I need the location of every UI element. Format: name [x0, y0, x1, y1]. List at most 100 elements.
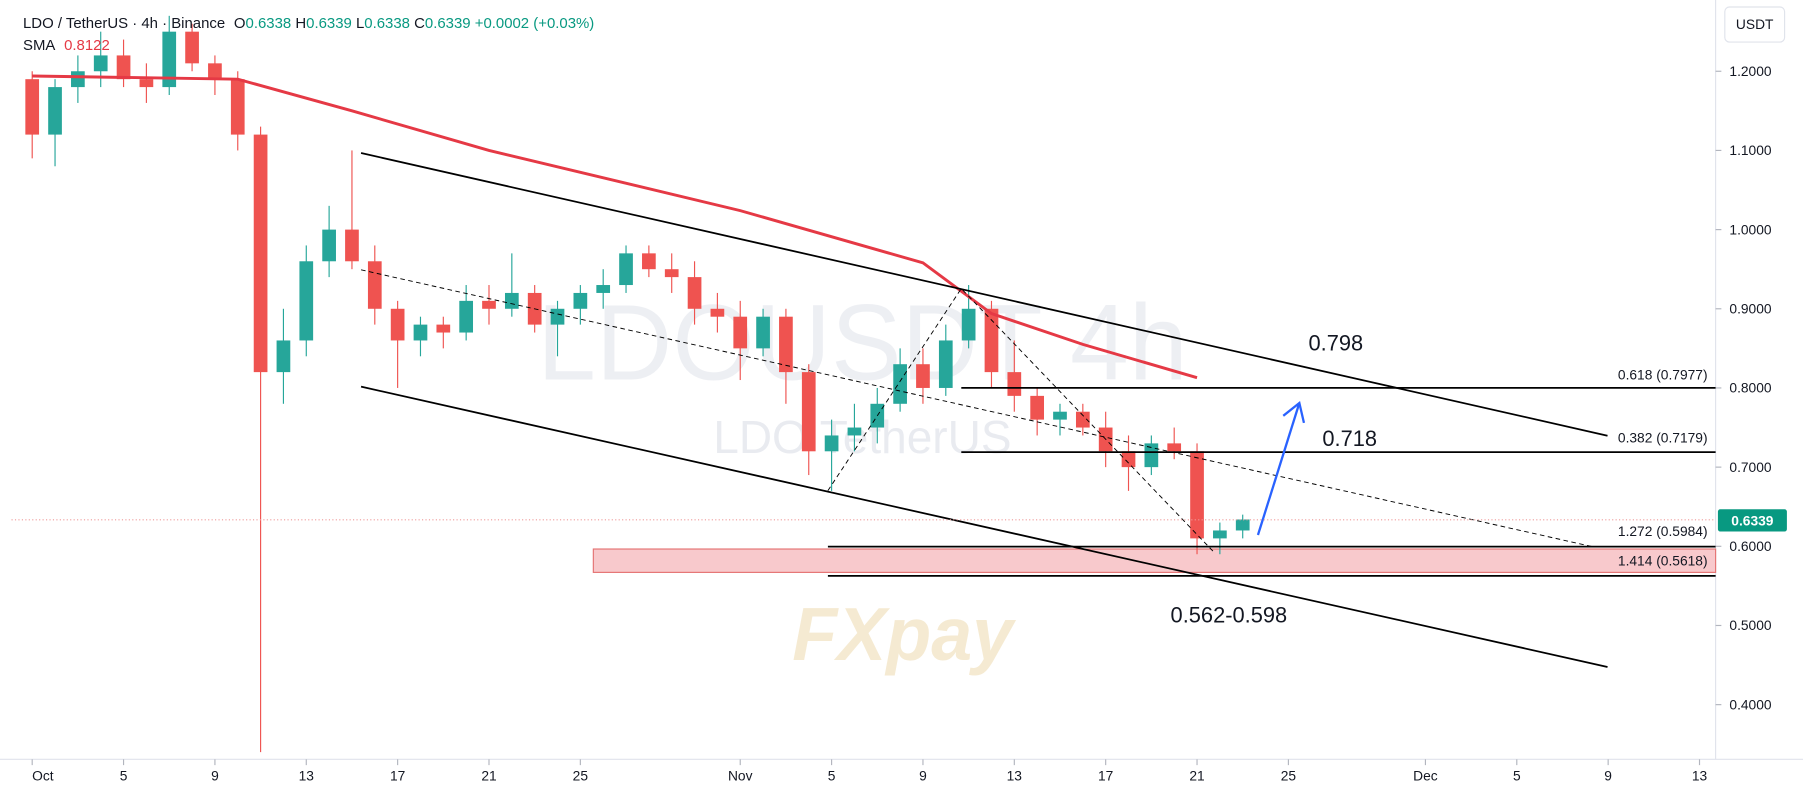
candle-body [367, 261, 382, 309]
target-label: 0.798 [1309, 330, 1364, 355]
x-tick-label: 21 [1189, 767, 1205, 783]
sma-line [32, 74, 1198, 380]
channel-mid [360, 269, 1593, 548]
x-tick-label: Nov [728, 767, 753, 783]
y-tick-label: 0.7000 [1729, 459, 1771, 475]
arrow-shaft [1256, 402, 1301, 536]
y-tick-label: 1.0000 [1729, 221, 1771, 237]
x-tick-label: 13 [299, 767, 315, 783]
candle-body [390, 308, 405, 341]
candle-body [116, 55, 131, 80]
currency-box[interactable] [1724, 6, 1786, 43]
candle-body [1167, 443, 1182, 452]
candle-body [253, 134, 268, 373]
candle-body [779, 316, 793, 373]
watermark-name: LDO TetherUS [713, 411, 1011, 463]
support-zone [592, 548, 1717, 573]
channel-lower [360, 385, 1608, 668]
candle-body [504, 292, 519, 309]
ohlc-key: H [295, 15, 306, 32]
x-tick-label: 25 [1281, 767, 1297, 783]
y-tick-label: 0.9000 [1729, 300, 1771, 316]
x-tick-label: 13 [1007, 767, 1023, 783]
sma-legend: SMA 0.8122 [23, 37, 110, 54]
x-tick-label: 17 [390, 767, 406, 783]
ohlc-key: L [356, 15, 364, 32]
target-label: 0.718 [1322, 426, 1377, 451]
symbol: LDO / TetherUS · 4h · Binance [23, 15, 225, 32]
candle-body [710, 308, 725, 317]
candle-body [1121, 451, 1136, 468]
candle-body [961, 308, 976, 341]
candle-body [93, 55, 108, 72]
projection-arrow [1256, 400, 1306, 536]
x-tick-label: 5 [1513, 767, 1521, 783]
last-price-tag [1717, 509, 1787, 532]
ohlc-value: 0.6338 [364, 15, 410, 32]
x-tick-label: 21 [481, 767, 497, 783]
zone-label: 0.562-0.598 [1171, 602, 1288, 627]
candle-body [482, 300, 496, 309]
candle-body [938, 340, 953, 388]
x-tick-label: 13 [1692, 767, 1708, 783]
y-tick-label: 1.1000 [1729, 142, 1771, 158]
candle-body [1190, 451, 1204, 539]
drawings [360, 152, 1716, 668]
candle-body [687, 277, 702, 309]
candle-body [1053, 411, 1067, 420]
candle-body [1235, 519, 1250, 531]
candle-body [619, 253, 633, 286]
candle-body [1030, 395, 1045, 420]
candle-body [230, 79, 245, 135]
candle-body [847, 427, 862, 436]
candle-body [185, 31, 199, 64]
fib-label: 0.618 (0.7977) [1618, 367, 1708, 383]
candle-body [916, 364, 930, 388]
candle-body [642, 253, 656, 270]
y-tick-label: 0.4000 [1729, 696, 1771, 712]
ohlc-value: 0.6339 [425, 15, 471, 32]
candle-body [139, 79, 154, 88]
x-tick-label: 9 [1604, 767, 1612, 783]
candle-body [459, 300, 474, 333]
y-tick-label: 0.6000 [1729, 538, 1771, 554]
candle-body [1213, 530, 1227, 539]
candle-body [436, 324, 451, 333]
y-tick-label: 1.2000 [1729, 63, 1771, 79]
x-tick-label: 17 [1098, 767, 1114, 783]
candle-body [299, 261, 314, 341]
candle-body [893, 364, 907, 404]
candle-body [664, 269, 679, 278]
watermark-symbol: LDOUSDT 4h [537, 282, 1188, 403]
x-tick-label: 9 [211, 767, 219, 783]
candle-body [596, 285, 611, 293]
candle-body [756, 316, 770, 349]
ohlc-key: C [414, 15, 425, 32]
currency-label: USDT [1736, 16, 1774, 32]
sma-name: SMA [23, 37, 55, 54]
candle-body [71, 71, 85, 88]
candle-body [345, 229, 359, 262]
last-price-text: 0.6339 [1731, 513, 1773, 529]
fib-label: 1.272 (0.5984) [1618, 523, 1708, 539]
fib-label: 0.382 (0.7179) [1618, 430, 1708, 446]
y-tick-label: 0.5000 [1729, 617, 1771, 633]
ohlc-value: 0.6338 [246, 15, 292, 32]
candle-body [984, 308, 999, 373]
candle-body [573, 292, 588, 309]
ohlc-key: O [234, 15, 246, 32]
candle-body [733, 316, 748, 349]
arrow-head [1282, 400, 1306, 424]
fib-label: 1.414 (0.5618) [1618, 552, 1708, 568]
x-tick-label: 25 [573, 767, 589, 783]
candle-body [276, 340, 291, 373]
candle-body [413, 324, 428, 341]
plot [25, 15, 1250, 753]
candle-body [1007, 372, 1022, 396]
candle-body [801, 372, 816, 452]
candle-body [48, 87, 62, 135]
candle-body [162, 31, 177, 88]
candle-body [550, 308, 565, 325]
watermark-brand: FXpay [792, 592, 1017, 676]
